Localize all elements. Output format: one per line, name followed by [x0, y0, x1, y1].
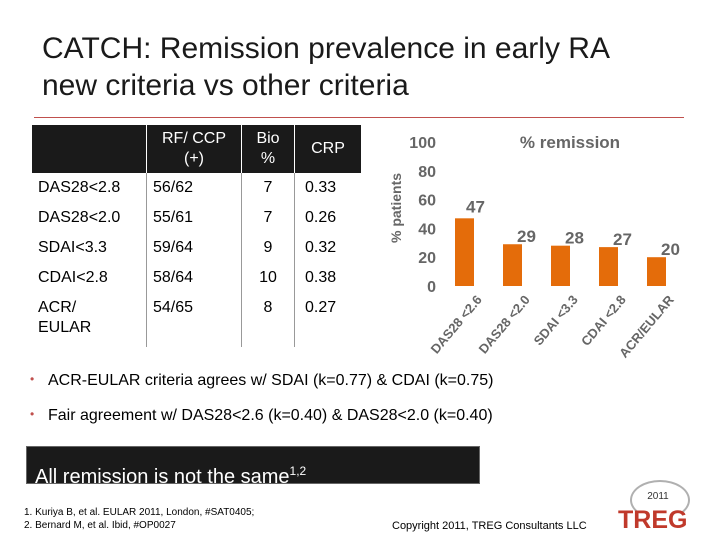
- y-tick-label: 40: [418, 221, 436, 238]
- treg-logo: 2011 TREG: [618, 480, 698, 534]
- callout-superscript: 1,2: [289, 464, 307, 478]
- logo-arc-icon: [630, 480, 690, 520]
- table-cell: SDAI<3.3: [32, 233, 147, 263]
- remission-table: RF/ CCP (+) Bio % CRP DAS28<2.8 56/62 7 …: [32, 125, 361, 347]
- table-header-cell: CRP: [294, 125, 361, 173]
- table-cell: 7: [241, 173, 295, 203]
- table-row: DAS28<2.0 55/61 7 0.26: [32, 203, 361, 233]
- table-cell: 58/64: [146, 263, 242, 293]
- table-cell: 9: [241, 233, 295, 263]
- bullet-text: Fair agreement w/ DAS28<2.6 (k=0.40) & D…: [48, 407, 493, 424]
- table-header-row: RF/ CCP (+) Bio % CRP: [32, 125, 361, 173]
- reference-item: 1. Kuriya B, et al. EULAR 2011, London, …: [24, 507, 255, 518]
- bullet-icon: •: [30, 372, 35, 386]
- bar: [503, 244, 522, 286]
- x-tick-label: SDAI <3.3: [531, 292, 581, 348]
- table-row: SDAI<3.3 59/64 9 0.32: [32, 233, 361, 263]
- table-cell: 54/65: [146, 293, 242, 347]
- reference-item: 2. Bernard M, et al. Ibid, #OP0027: [24, 520, 176, 531]
- y-tick-label: 80: [418, 164, 436, 181]
- table-cell: 10: [241, 263, 295, 293]
- title-line-2: new criteria vs other criteria: [42, 69, 409, 102]
- logo-name: TREG: [618, 506, 688, 534]
- title-divider: [34, 117, 684, 118]
- table-cell: 0.32: [305, 239, 337, 256]
- remission-bar-chart: % remission % patients 0 20 40 60 80 100 47 29…: [388, 133, 680, 361]
- table-header-cell: RF/ CCP (+): [146, 125, 242, 173]
- table-cell: 7: [241, 203, 295, 233]
- header-bio: Bio %: [256, 130, 280, 167]
- slide-title: CATCH: Remission prevalence in early RA …: [42, 30, 702, 104]
- table-cell: DAS28<2.8: [32, 173, 147, 203]
- bar: [455, 218, 474, 286]
- chart-title: % remission: [520, 133, 620, 152]
- chart-y-axis-label: % patients: [388, 173, 404, 243]
- table-row: ACR/ EULAR 54/65 8 0.27: [32, 293, 361, 347]
- bar: [647, 257, 666, 286]
- header-crp: CRP: [311, 140, 345, 157]
- table-cell: 0.38: [305, 269, 337, 286]
- table-row: DAS28<2.8 56/62 7 0.33: [32, 173, 361, 203]
- y-tick-label: 60: [418, 193, 436, 210]
- y-tick-label: 20: [418, 250, 436, 267]
- logo-year: 2011: [647, 491, 669, 502]
- callout-box: All remission is not the same1,2: [26, 446, 480, 488]
- table-header-cell: [32, 125, 147, 173]
- table-cell: 59/64: [146, 233, 242, 263]
- y-tick-label: 0: [427, 279, 436, 296]
- bullet-text: ACR-EULAR criteria agrees w/ SDAI (k=0.7…: [48, 372, 494, 389]
- copyright-notice: Copyright 2011, TREG Consultants LLC: [392, 520, 587, 532]
- y-tick-label: 100: [409, 135, 436, 152]
- table-cell: 8: [241, 293, 295, 347]
- title-line-1: CATCH: Remission prevalence in early RA: [42, 32, 610, 65]
- table-cell: 0.26: [305, 209, 337, 226]
- bar-value-label: 27: [613, 230, 632, 249]
- bar: [551, 245, 570, 286]
- table-cell: ACR/ EULAR: [32, 293, 147, 347]
- table-cell: 56/62: [146, 173, 242, 203]
- bar-value-label: 20: [661, 240, 680, 259]
- table-header-cell: Bio %: [241, 125, 295, 173]
- bullet-list: • ACR-EULAR criteria agrees w/ SDAI (k=0.…: [24, 372, 493, 442]
- references: 1. Kuriya B, et al. EULAR 2011, London, …: [24, 506, 254, 532]
- bar-value-label: 47: [466, 197, 485, 216]
- table-cell: CDAI<2.8: [32, 263, 147, 293]
- bullet-item: • Fair agreement w/ DAS28<2.6 (k=0.40) & …: [24, 407, 493, 425]
- table-row: CDAI<2.8 58/64 10 0.38: [32, 263, 361, 293]
- bar-value-label: 28: [565, 229, 584, 248]
- bar-value-label: 29: [517, 227, 536, 246]
- bullet-icon: •: [30, 407, 35, 421]
- table-cell: 55/61: [146, 203, 242, 233]
- bullet-item: • ACR-EULAR criteria agrees w/ SDAI (k=0.…: [24, 372, 493, 390]
- table-cell: DAS28<2.0: [32, 203, 147, 233]
- callout-text: All remission is not the same: [35, 466, 290, 488]
- table-cell: 0.27: [305, 299, 337, 316]
- bar: [599, 247, 618, 286]
- x-tick-label: CDAI <2.8: [578, 292, 629, 348]
- header-rf-ccp: RF/ CCP (+): [162, 130, 226, 167]
- table-cell: 0.33: [305, 179, 337, 196]
